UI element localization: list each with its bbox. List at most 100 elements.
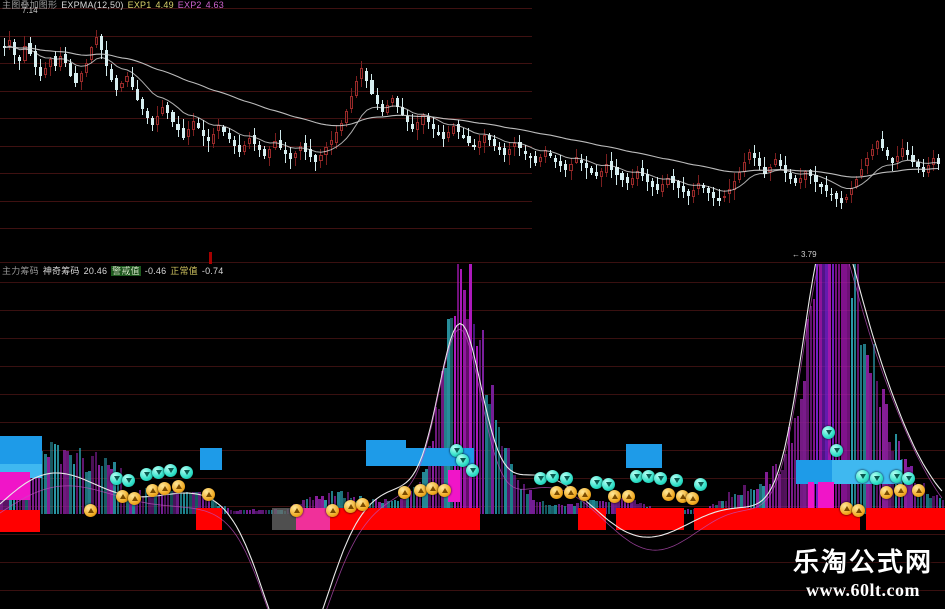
buy-signal-marker[interactable] [356, 498, 369, 511]
sell-signal-marker[interactable] [670, 474, 683, 487]
buy-signal-marker[interactable] [608, 490, 621, 503]
triangle-up-icon [131, 496, 138, 501]
buy-signal-marker[interactable] [840, 502, 853, 515]
triangle-up-icon [87, 508, 94, 513]
buy-signal-marker[interactable] [578, 488, 591, 501]
buy-signal-marker[interactable] [852, 504, 865, 517]
buy-signal-marker[interactable] [202, 488, 215, 501]
sell-signal-marker[interactable] [856, 470, 869, 483]
buy-signal-marker[interactable] [912, 484, 925, 497]
sell-signal-marker[interactable] [890, 470, 903, 483]
sell-signal-marker[interactable] [546, 470, 559, 483]
sell-signal-marker[interactable] [654, 472, 667, 485]
buy-signal-marker[interactable] [84, 504, 97, 517]
signal-band [0, 436, 42, 464]
sell-signal-marker[interactable] [152, 466, 165, 479]
sell-signal-marker[interactable] [164, 464, 177, 477]
sell-signal-marker[interactable] [830, 444, 843, 457]
sell-signal-marker[interactable] [630, 470, 643, 483]
buy-signal-marker[interactable] [622, 490, 635, 503]
buy-signal-marker[interactable] [116, 490, 129, 503]
sell-signal-marker[interactable] [534, 472, 547, 485]
buy-signal-marker[interactable] [158, 482, 171, 495]
buy-signal-marker[interactable] [438, 484, 451, 497]
price-chart-panel[interactable]: 7.14 ←3.79 主图叠加图形 EXPMA(12,50) EXP1 4.49 EXP… [0, 0, 945, 262]
sell-signal-marker[interactable] [466, 464, 479, 477]
triangle-up-icon [855, 508, 862, 513]
gridline [0, 282, 945, 283]
buy-signal-marker[interactable] [326, 504, 339, 517]
sell-signal-marker[interactable] [902, 472, 915, 485]
buy-signal-marker[interactable] [550, 486, 563, 499]
sell-signal-marker[interactable] [110, 472, 123, 485]
histogram-bar [66, 450, 69, 514]
triangle-up-icon [625, 494, 632, 499]
price-axis-top-label: 7.14 [22, 6, 38, 15]
triangle-up-icon [429, 486, 436, 491]
sell-signal-marker[interactable] [180, 466, 193, 479]
triangle-down-icon [113, 476, 120, 481]
buy-signal-marker[interactable] [564, 486, 577, 499]
gridline [0, 145, 532, 147]
sell-signal-marker[interactable] [122, 474, 135, 487]
price-tag-value: 3.79 [801, 250, 817, 259]
price-header-exp2-value: 4.63 [205, 0, 224, 10]
gridline [0, 35, 532, 37]
price-header-indicator: EXPMA(12,50) [61, 0, 124, 10]
triangle-down-icon [167, 468, 174, 473]
triangle-up-icon [567, 490, 574, 495]
triangle-down-icon [453, 448, 460, 453]
buy-signal-marker[interactable] [172, 480, 185, 493]
price-header-exp2-label: EXP2 [177, 0, 202, 10]
signal-band [578, 508, 606, 530]
indicator-field-0-value: 20.46 [83, 266, 108, 276]
buy-signal-marker[interactable] [662, 488, 675, 501]
sell-signal-marker[interactable] [140, 468, 153, 481]
ma-line-50 [4, 46, 939, 178]
signal-band [200, 448, 222, 470]
buy-signal-marker[interactable] [344, 500, 357, 513]
price-header-title: 主图叠加图形 [2, 0, 58, 10]
triangle-down-icon [905, 476, 912, 481]
indicator-panel[interactable] [0, 264, 945, 609]
histogram-bar [570, 504, 573, 514]
price-header-exp1-value: 4.49 [155, 0, 174, 10]
triangle-up-icon [843, 506, 850, 511]
sell-signal-marker[interactable] [456, 454, 469, 467]
signal-band [196, 508, 222, 530]
sell-signal-marker[interactable] [602, 478, 615, 491]
buy-signal-marker[interactable] [686, 492, 699, 505]
sell-signal-marker[interactable] [822, 426, 835, 439]
triangle-down-icon [833, 448, 840, 453]
buy-signal-marker[interactable] [880, 486, 893, 499]
sell-signal-marker[interactable] [642, 470, 655, 483]
histogram-bar [544, 504, 548, 514]
buy-signal-marker[interactable] [676, 490, 689, 503]
triangle-up-icon [665, 492, 672, 497]
signal-band [866, 508, 945, 530]
triangle-down-icon [825, 430, 832, 435]
buy-signal-marker[interactable] [128, 492, 141, 505]
buy-signal-marker[interactable] [146, 484, 159, 497]
buy-signal-marker[interactable] [414, 484, 427, 497]
histogram-bar [607, 501, 611, 514]
buy-signal-marker[interactable] [290, 504, 303, 517]
buy-signal-marker[interactable] [398, 486, 411, 499]
buy-signal-marker[interactable] [426, 482, 439, 495]
triangle-down-icon [859, 474, 866, 479]
triangle-down-icon [645, 474, 652, 479]
sell-signal-marker[interactable] [694, 478, 707, 491]
gridline [0, 228, 532, 229]
histogram-bar [529, 490, 532, 514]
histogram-bar [233, 510, 236, 514]
triangle-down-icon [593, 480, 600, 485]
triangle-up-icon [293, 508, 300, 513]
indicator-field-2-label: 正常值 [170, 266, 198, 276]
sell-signal-marker[interactable] [560, 472, 573, 485]
sell-signal-marker[interactable] [590, 476, 603, 489]
histogram-bar [69, 455, 72, 514]
sell-signal-marker[interactable] [450, 444, 463, 457]
buy-signal-marker[interactable] [894, 484, 907, 497]
gridline [0, 63, 532, 64]
sell-signal-marker[interactable] [870, 472, 883, 485]
